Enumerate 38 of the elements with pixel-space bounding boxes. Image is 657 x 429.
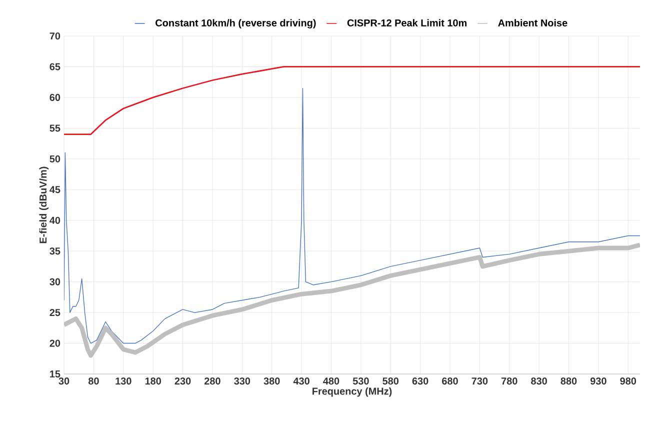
y-tick-label: 15 [50, 370, 60, 378]
x-tick-label: 430 [293, 378, 310, 385]
x-tick-label: 230 [174, 378, 191, 385]
y-tick-label: 30 [50, 278, 60, 286]
x-tick-label: 830 [531, 378, 547, 385]
x-tick-label: 330 [234, 378, 250, 385]
y-tick-label: 45 [50, 186, 60, 194]
x-tick-label: 780 [501, 378, 518, 385]
x-tick-label: 280 [204, 378, 220, 385]
y-tick-label: 55 [50, 124, 60, 132]
y-tick-label: 60 [50, 94, 60, 101]
x-tick-label: 30 [58, 378, 70, 385]
x-tick-label: 930 [590, 378, 606, 385]
x-tick-label: 630 [412, 378, 428, 385]
y-tick-label: 40 [50, 216, 60, 224]
y-axis-title: E-field (dBuV/m) [39, 166, 49, 244]
legend-label: Constant 10km/h (reverse driving) [156, 19, 316, 28]
y-tick-label: 25 [50, 309, 60, 316]
y-tick-label: 50 [50, 155, 60, 162]
x-tick-label: 480 [323, 378, 340, 385]
x-tick-label: 80 [88, 378, 99, 385]
x-tick-label: 180 [145, 378, 161, 385]
legend-label: CISPR-12 Peak Limit 10m [347, 19, 466, 26]
x-tick-label: 130 [116, 378, 132, 385]
y-tick-label: 70 [50, 32, 60, 40]
y-tick-label: 35 [50, 248, 60, 255]
x-tick-label: 580 [382, 378, 399, 385]
x-tick-label: 680 [442, 378, 458, 385]
x-tick-label: 730 [472, 378, 488, 385]
x-axis-title: Frequency (MHz) [312, 387, 392, 397]
x-tick-label: 380 [264, 378, 280, 385]
x-tick-label: 880 [560, 378, 577, 385]
line-series [64, 66, 640, 136]
x-tick-label: 980 [620, 378, 636, 385]
x-tick-label: 530 [352, 378, 369, 385]
y-tick-label: 20 [50, 340, 60, 347]
y-tick-label: 65 [50, 63, 60, 70]
legend-label: Ambient Noise [498, 19, 568, 26]
